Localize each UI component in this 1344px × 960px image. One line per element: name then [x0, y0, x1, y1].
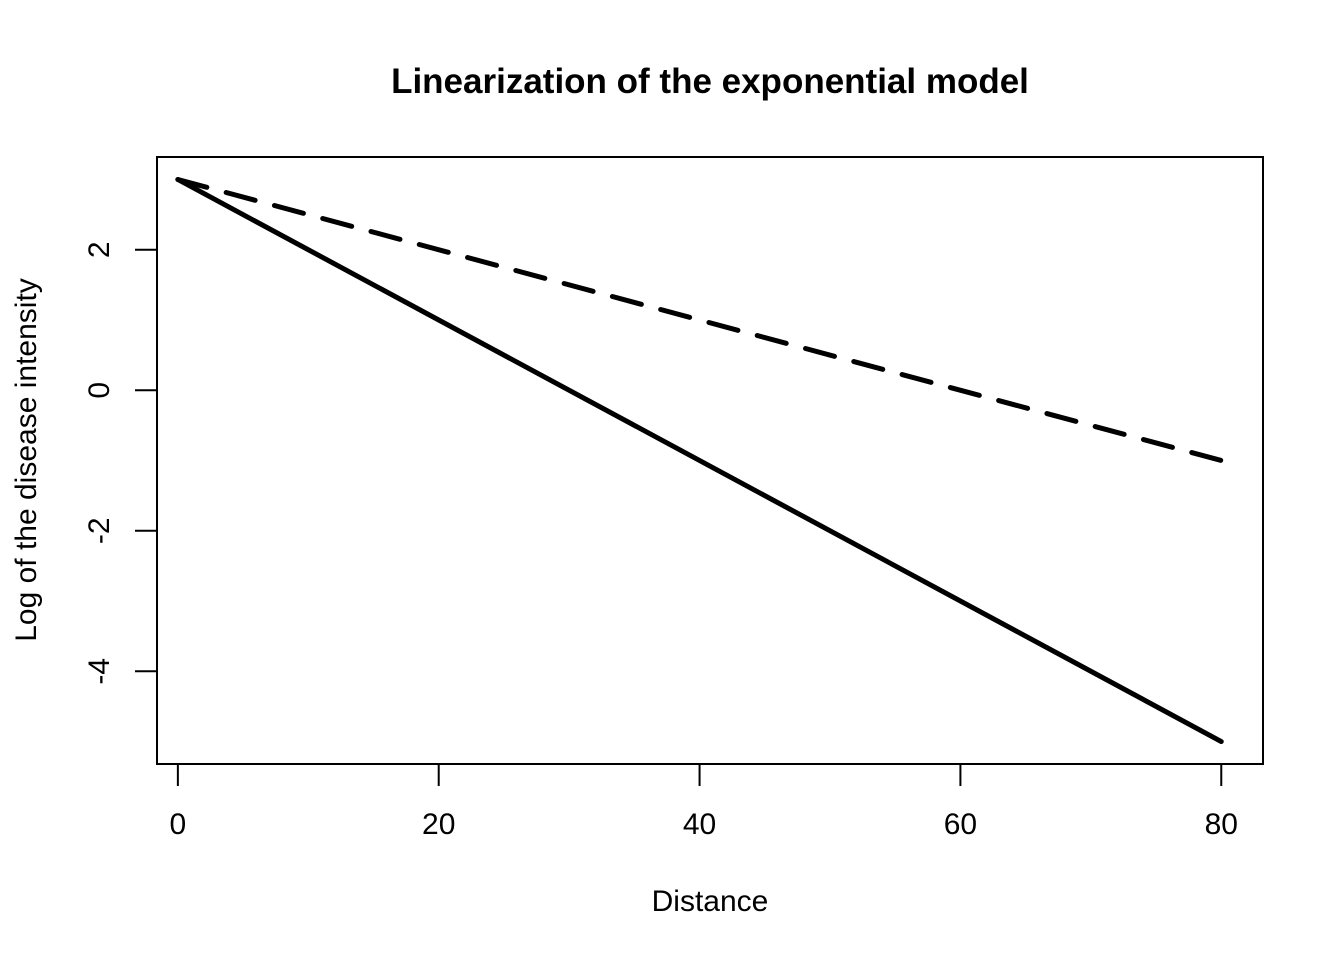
x-tick-label: 20: [422, 808, 455, 841]
chart-title: Linearization of the exponential model: [391, 62, 1029, 101]
y-axis: -4 -2 0 2: [83, 241, 158, 685]
series-line-dashed: [175, 176, 1224, 463]
x-tick-label: 40: [683, 808, 716, 841]
series-line-solid: [175, 176, 1224, 745]
y-tick-label: -4: [83, 658, 116, 685]
y-tick-label: 0: [83, 382, 116, 399]
x-tick-label: 80: [1205, 808, 1238, 841]
y-tick-label: -2: [83, 517, 116, 544]
y-tick-label: 2: [83, 241, 116, 258]
y-axis-label: Log of the disease intensity: [10, 278, 43, 642]
x-axis-label: Distance: [652, 885, 769, 918]
x-axis: 0 20 40 60 80: [170, 763, 1238, 841]
x-tick-label: 0: [170, 808, 187, 841]
series-layer: [175, 176, 1224, 745]
x-tick-label: 60: [944, 808, 977, 841]
